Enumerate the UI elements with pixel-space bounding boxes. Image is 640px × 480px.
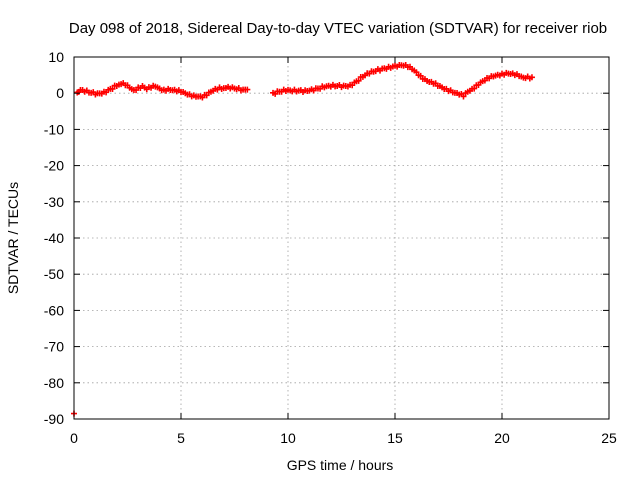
grid: [74, 57, 609, 419]
data-point: [314, 83, 326, 92]
data-point: [186, 91, 195, 100]
x-tick-label: 10: [280, 430, 296, 446]
y-tick-label: -80: [44, 375, 64, 391]
y-tick-label: 10: [48, 49, 64, 65]
x-tick-label: 25: [601, 430, 617, 446]
x-axis-label: GPS time / hours: [287, 457, 394, 473]
data-point: [148, 82, 157, 91]
y-tick-label: -30: [44, 194, 64, 210]
data-series: [71, 61, 535, 417]
x-tick-label: 0: [70, 430, 78, 446]
data-point: [469, 85, 478, 92]
x-tick-label: 5: [177, 430, 185, 446]
y-tick-label: -60: [44, 302, 64, 318]
y-tick-label: -50: [44, 266, 64, 282]
axes: 0 5 10 15 20 25 10 0 -10 -20 -30 -40 -50 -60 -70 -80 -90: [44, 49, 617, 446]
y-axis-label: SDTVAR / TECUs: [5, 182, 21, 294]
y-tick-label: 0: [56, 85, 64, 101]
data-point: [443, 85, 452, 95]
y-tick-label: -10: [44, 121, 64, 137]
data-point: [244, 86, 251, 93]
y-tick-label: -90: [44, 411, 64, 427]
data-point: [100, 86, 112, 96]
x-tick-label: 20: [494, 430, 510, 446]
x-tick-label: 15: [387, 430, 403, 446]
data-point: [528, 74, 535, 81]
y-tick-label: -70: [44, 339, 64, 355]
chart-title: Day 098 of 2018, Sidereal Day-to-day VTE…: [69, 20, 607, 37]
data-point: [421, 76, 431, 84]
y-tick-label: -20: [44, 158, 64, 174]
y-tick-label: -40: [44, 230, 64, 246]
data-point: [152, 83, 161, 91]
